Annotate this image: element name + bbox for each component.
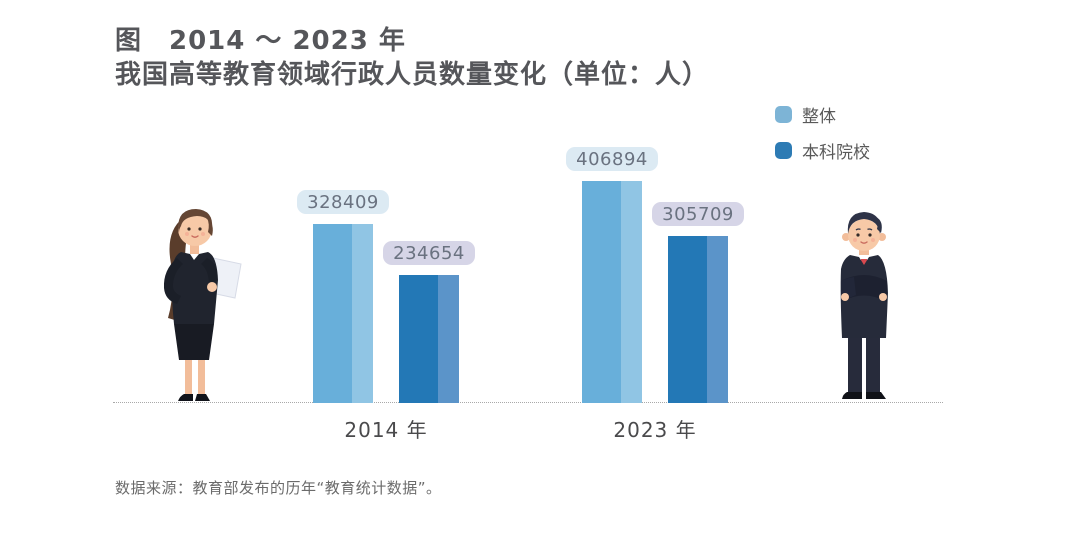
value-label-整体-2023年: 406894 <box>566 147 658 171</box>
bar-2023年-本科院校 <box>668 236 728 403</box>
businessman-illustration <box>840 212 888 399</box>
value-label-本科院校-2014年: 234654 <box>383 241 475 265</box>
value-label-本科院校-2023年: 305709 <box>652 202 744 226</box>
legend-swatch-icon <box>775 142 792 159</box>
legend-label: 整体 <box>802 107 836 127</box>
source-note: 数据来源：教育部发布的历年“教育统计数据”。 <box>115 479 442 497</box>
legend-swatch-icon <box>775 106 792 123</box>
bar-2014年-本科院校 <box>399 275 459 403</box>
x-axis-label-2023年: 2023 年 <box>613 418 697 442</box>
businesswoman-illustration <box>163 209 242 401</box>
bar-2014年-整体 <box>313 224 373 403</box>
chart-title-line2: 我国高等教育领域行政人员数量变化（单位：人） <box>115 60 710 90</box>
legend-item-本科院校: 本科院校 <box>775 138 870 163</box>
chart-title-line1: 图 2014 ～ 2023 年 <box>115 26 406 56</box>
bar-2023年-整体 <box>582 181 642 403</box>
legend-item-整体: 整体 <box>775 102 870 127</box>
legend-label: 本科院校 <box>802 143 870 163</box>
legend: 整体 本科院校 <box>775 102 870 163</box>
chart-title: 图 2014 ～ 2023 年 我国高等教育领域行政人员数量变化（单位：人） <box>115 24 709 92</box>
x-axis-baseline <box>113 402 943 403</box>
x-axis-label-2014年: 2014 年 <box>344 418 428 442</box>
value-label-整体-2014年: 328409 <box>297 190 389 214</box>
